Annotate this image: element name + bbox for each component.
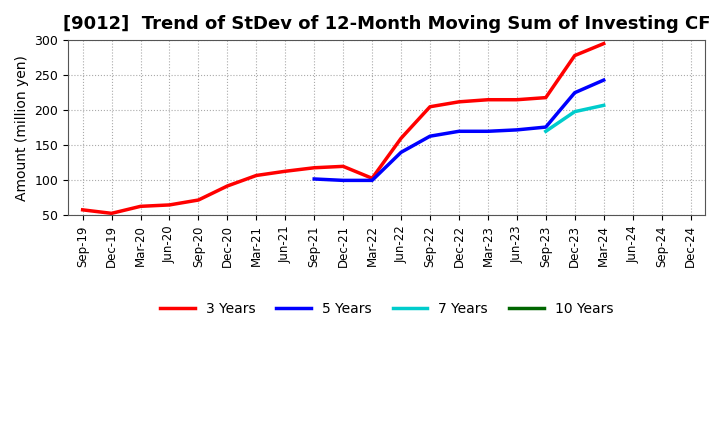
Y-axis label: Amount (million yen): Amount (million yen) bbox=[15, 55, 29, 201]
5 Years bbox=[541, 125, 550, 130]
3 Years bbox=[136, 204, 145, 209]
5 Years bbox=[339, 178, 348, 183]
5 Years bbox=[397, 150, 405, 155]
3 Years bbox=[252, 173, 261, 178]
3 Years bbox=[513, 97, 521, 103]
Line: 3 Years: 3 Years bbox=[83, 44, 603, 213]
Line: 7 Years: 7 Years bbox=[546, 105, 603, 131]
3 Years bbox=[426, 104, 434, 110]
Title: [9012]  Trend of StDev of 12-Month Moving Sum of Investing CF: [9012] Trend of StDev of 12-Month Moving… bbox=[63, 15, 711, 33]
3 Years bbox=[281, 169, 289, 174]
5 Years bbox=[484, 128, 492, 134]
3 Years bbox=[599, 41, 608, 46]
5 Years bbox=[570, 90, 579, 95]
5 Years bbox=[426, 134, 434, 139]
7 Years bbox=[599, 103, 608, 108]
5 Years bbox=[454, 128, 463, 134]
3 Years bbox=[107, 211, 116, 216]
3 Years bbox=[194, 198, 203, 203]
3 Years bbox=[368, 176, 377, 181]
5 Years bbox=[513, 127, 521, 132]
5 Years bbox=[310, 176, 318, 182]
3 Years bbox=[165, 202, 174, 208]
3 Years bbox=[397, 136, 405, 141]
7 Years bbox=[541, 128, 550, 134]
Legend: 3 Years, 5 Years, 7 Years, 10 Years: 3 Years, 5 Years, 7 Years, 10 Years bbox=[154, 296, 618, 321]
3 Years bbox=[541, 95, 550, 100]
3 Years bbox=[570, 53, 579, 58]
3 Years bbox=[223, 183, 232, 189]
7 Years bbox=[570, 109, 579, 114]
Line: 5 Years: 5 Years bbox=[314, 80, 603, 180]
5 Years bbox=[599, 77, 608, 83]
3 Years bbox=[78, 207, 87, 213]
3 Years bbox=[454, 99, 463, 104]
5 Years bbox=[368, 178, 377, 183]
3 Years bbox=[484, 97, 492, 103]
3 Years bbox=[310, 165, 318, 170]
3 Years bbox=[339, 164, 348, 169]
